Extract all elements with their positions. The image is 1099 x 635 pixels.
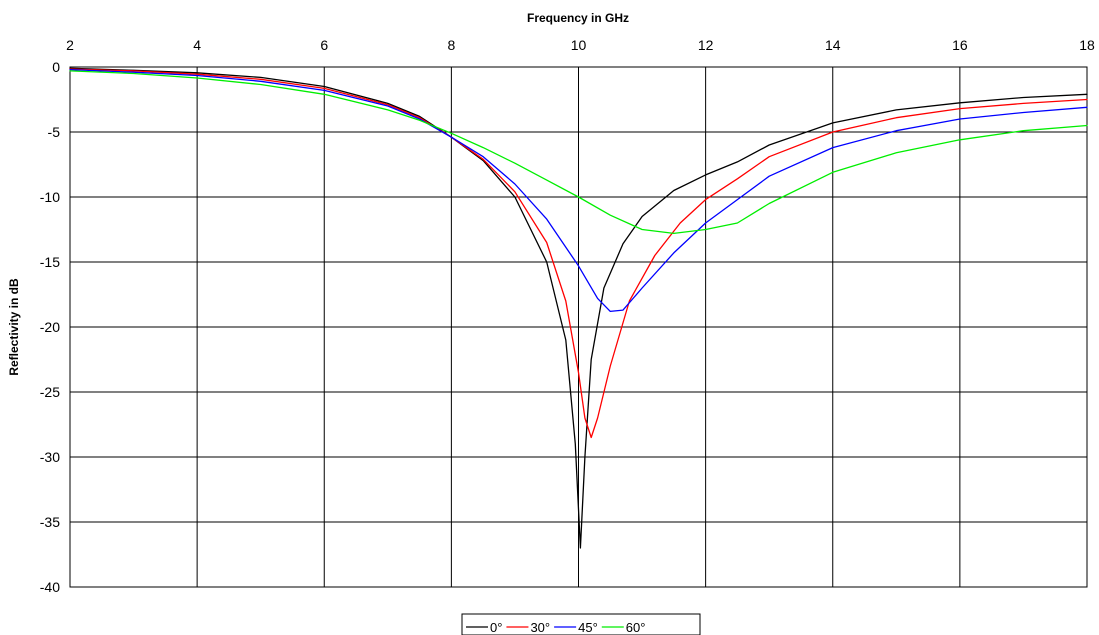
- y-tick-label: -20: [40, 319, 60, 335]
- legend-box: [461, 613, 701, 635]
- legend-label: 0°: [490, 620, 502, 635]
- legend-label: 60°: [626, 620, 646, 635]
- y-tick-label: -40: [40, 579, 60, 595]
- tick-labels: 2 4 6 8 10 12 14 16 18 0 -5 -10 -15 -20 -25 -30 -35 -40: [40, 37, 1095, 595]
- y-tick-label: -30: [40, 449, 60, 465]
- series-line: [69, 67, 1088, 549]
- plot-area-frame: [69, 66, 1088, 588]
- series-line: [69, 68, 1088, 439]
- legend: 0° 30° 45° 60°: [461, 613, 701, 635]
- legend-label: 45°: [578, 620, 598, 635]
- series-line: [69, 70, 1088, 235]
- x-tick-label: 6: [320, 37, 328, 53]
- x-tick-label: 2: [66, 37, 74, 53]
- legend-label: 30°: [530, 620, 550, 635]
- x-tick-label: 10: [571, 37, 587, 53]
- y-tick-label: -15: [40, 254, 60, 270]
- y-axis-title: Reflectivity in dB: [7, 278, 21, 376]
- x-tick-label: 16: [952, 37, 968, 53]
- y-tick-label: -25: [40, 384, 60, 400]
- series-line: [69, 68, 1088, 313]
- x-axis-title: Frequency in GHz: [527, 11, 629, 25]
- x-tick-label: 14: [825, 37, 841, 53]
- x-tick-label: 12: [698, 37, 714, 53]
- y-tick-label: -35: [40, 514, 60, 530]
- series-lines: [69, 67, 1088, 549]
- y-tick-label: 0: [52, 59, 60, 75]
- x-tick-label: 4: [193, 37, 201, 53]
- y-tick-label: -10: [40, 189, 60, 205]
- x-tick-label: 18: [1079, 37, 1095, 53]
- x-tick-label: 8: [447, 37, 455, 53]
- y-tick-label: -5: [48, 124, 61, 140]
